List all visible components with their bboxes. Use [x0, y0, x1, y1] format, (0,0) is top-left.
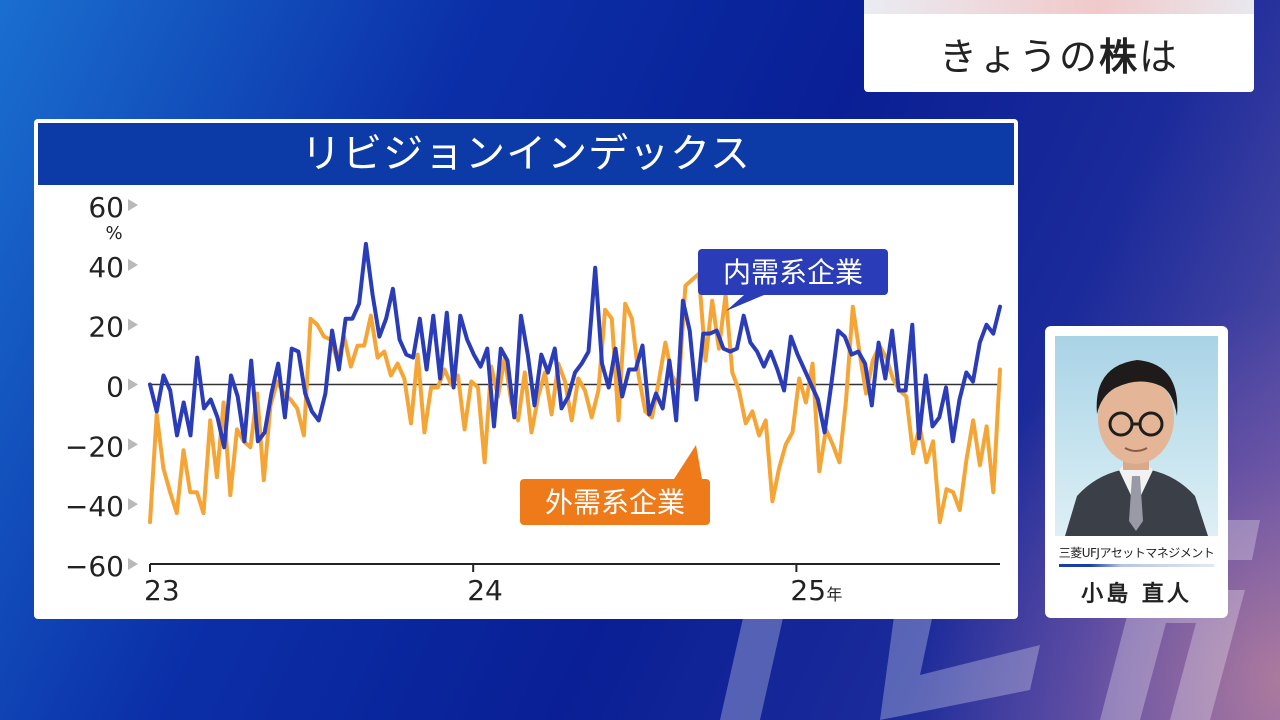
- chart-title: リビジョンインデックス: [38, 123, 1014, 185]
- y-tick-arrow: [128, 498, 138, 511]
- x-tick-suffix: 年: [826, 585, 842, 604]
- person-name: 小島 直人: [1081, 582, 1192, 607]
- x-tick-label: 23: [144, 574, 180, 607]
- callout-tail: [674, 445, 702, 479]
- topic-strip: [864, 0, 1254, 14]
- profile-card: 三菱UFJアセットマネジメント 小島 直人: [1045, 326, 1228, 618]
- y-tick-label: 0: [106, 371, 124, 404]
- y-tick-arrow: [128, 558, 138, 570]
- y-tick-label: −40: [65, 490, 124, 523]
- x-tick-label: 24: [467, 574, 503, 607]
- y-tick-label: 20: [88, 311, 124, 344]
- callout-box: [520, 479, 710, 525]
- topic-suffix: は: [1139, 35, 1180, 79]
- y-tick-label: −60: [65, 550, 124, 583]
- y-axis-unit: %: [105, 223, 122, 244]
- series-line-external: [148, 271, 1002, 525]
- topic-prefix: きょうの: [938, 35, 1099, 79]
- topic-box: きょうの株は: [864, 0, 1254, 92]
- callout-label: 内需系企業: [723, 256, 863, 289]
- profile-photo: [1055, 336, 1218, 536]
- y-tick-arrow: [128, 378, 138, 391]
- y-tick-label: 60: [88, 191, 124, 224]
- person-portrait: [1065, 360, 1208, 536]
- y-tick-arrow: [128, 199, 138, 211]
- y-tick-arrow: [128, 438, 138, 451]
- callout-label: 外需系企業: [545, 486, 685, 519]
- y-tick-label: −20: [65, 430, 124, 463]
- company-name: 三菱UFJアセットマネジメント: [1058, 546, 1215, 560]
- y-tick-arrow: [128, 318, 138, 331]
- y-tick-label: 40: [88, 251, 124, 284]
- series-line-domestic: [148, 241, 1002, 450]
- callout-tail: [726, 295, 764, 311]
- y-tick-arrow: [128, 258, 138, 271]
- topic-bold: 株: [1098, 35, 1139, 79]
- x-tick-label: 25: [790, 574, 826, 607]
- chart-panel: リビジョンインデックス 60 40 20 0 −20 −40 −60% 23 24 25 年 内需系企…: [34, 119, 1018, 619]
- company-underline: [1059, 564, 1214, 567]
- callout-box: [698, 249, 888, 295]
- topic-title: きょうの株は: [864, 26, 1254, 81]
